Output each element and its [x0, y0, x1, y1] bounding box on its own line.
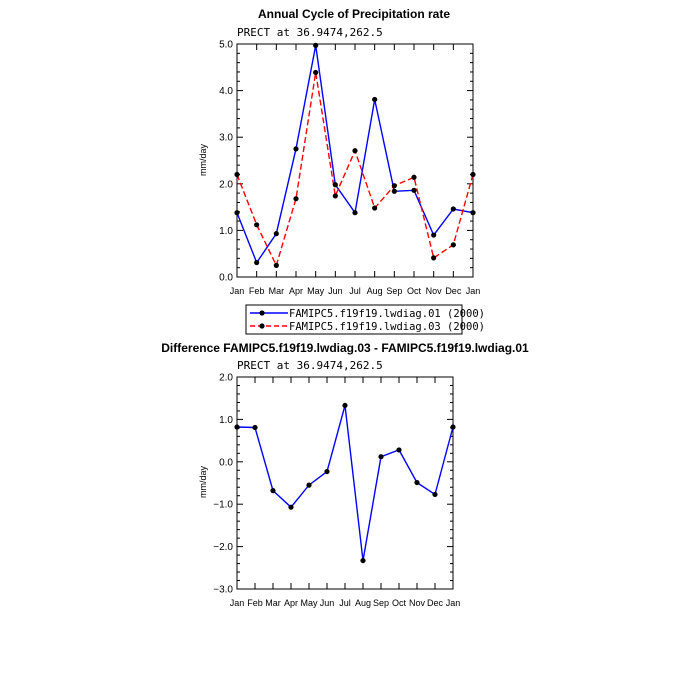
chart2-series-1-point — [360, 557, 366, 564]
x-tick-label: Jul — [339, 598, 351, 608]
x-tick-label: Apr — [284, 598, 298, 608]
legend-box — [245, 304, 463, 335]
legend-label-series-2: FAMIPC5.f19f19.lwdiag.03 (2000) — [289, 321, 485, 333]
chart1-series-1-point — [352, 210, 358, 216]
chart2-series-1-point — [288, 504, 294, 510]
x-tick-label: Jun — [320, 598, 335, 608]
chart1-title: Annual Cycle of Precipitation rate — [258, 7, 450, 21]
x-tick-label: Dec — [445, 286, 462, 296]
chart2-series-1-point — [252, 424, 258, 431]
chart2-series-1-point — [378, 454, 384, 460]
y-tick-label: 3.0 — [219, 133, 233, 144]
chart2-series-1-point — [396, 447, 402, 453]
chart2-title: Difference FAMIPC5.f19f19.lwdiag.03 - FA… — [161, 341, 529, 355]
chart1-series-2-line — [236, 72, 474, 268]
chart1-series-1-line — [236, 45, 474, 265]
chart1-series-2-point — [372, 205, 378, 211]
y-tick-label: −2.0 — [213, 542, 233, 553]
chart1-series-2-point — [352, 148, 358, 154]
legend-marker-series-1 — [259, 310, 265, 316]
chart2-series-1-point — [450, 424, 456, 430]
legend-marker-series-2 — [259, 323, 265, 329]
chart1-series-1-point — [431, 232, 437, 238]
y-tick-label: −1.0 — [213, 500, 233, 511]
chart2-series-1-point — [432, 491, 438, 498]
y-tick-label: 4.0 — [219, 86, 233, 97]
x-tick-label: Oct — [407, 286, 422, 296]
x-tick-label: Mar — [265, 598, 281, 608]
x-tick-label: Sep — [373, 598, 389, 608]
x-tick-label: Oct — [392, 598, 407, 608]
x-tick-label: Feb — [247, 598, 263, 608]
chart1-series-1-point — [313, 42, 319, 48]
chart1-series-1-point — [293, 146, 299, 152]
x-tick-label: Jan — [230, 286, 245, 296]
chart2-series-1-point — [234, 424, 240, 430]
x-tick-label: Aug — [355, 598, 371, 608]
legend-label-series-1: FAMIPC5.f19f19.lwdiag.01 (2000) — [289, 308, 485, 320]
chart1-series-2-point — [313, 69, 319, 76]
chart1-subtitle: PRECT at 36.9474,262.5 — [237, 26, 383, 39]
x-tick-label: Jul — [349, 286, 361, 296]
chart1-legend: FAMIPC5.f19f19.lwdiag.01 (2000) FAMIPC5.… — [245, 304, 485, 335]
chart2-series-1-point — [342, 402, 348, 409]
chart1-series-2-point — [234, 171, 240, 178]
chart1-series-1-point — [391, 188, 397, 194]
x-tick-label: Feb — [249, 286, 265, 296]
y-tick-label: 1.0 — [219, 226, 233, 237]
chart1-y-axis-label: mm/day — [198, 144, 208, 177]
chart1-series-2-point — [293, 196, 299, 202]
x-tick-label: Jun — [328, 286, 343, 296]
chart1-series-1-point — [273, 231, 279, 237]
chart2-series-1-point — [306, 482, 312, 488]
x-tick-label: Dec — [427, 598, 444, 608]
chart1-series-2-point — [391, 183, 397, 189]
chart1-series-1-point — [332, 182, 338, 188]
chart1-series-2-point — [332, 193, 338, 199]
x-tick-label: Apr — [289, 286, 303, 296]
x-tick-label: Nov — [426, 286, 443, 296]
chart2-series-1-point — [270, 488, 276, 494]
x-tick-label: Jan — [466, 286, 481, 296]
chart1-series-1-point — [411, 187, 417, 193]
chart1-series-1-point — [470, 210, 476, 216]
chart1-series-1-point — [234, 210, 240, 216]
y-tick-label: 5.0 — [219, 40, 233, 51]
y-tick-label: −3.0 — [213, 585, 233, 596]
x-tick-label: Sep — [386, 286, 402, 296]
x-tick-label: May — [307, 286, 325, 296]
x-tick-label: May — [300, 598, 318, 608]
chart2-series-1-point — [414, 479, 420, 486]
chart1-frame — [236, 43, 474, 278]
chart2-series-1-point — [324, 468, 330, 475]
chart1-series-2-point — [470, 171, 476, 178]
chart1-series-1-point — [254, 259, 260, 266]
chart1-series-2-point — [273, 262, 279, 268]
chart1-series-2-point — [450, 242, 456, 248]
chart1-series-1-point — [372, 96, 378, 103]
chart2-series-1-line — [236, 405, 454, 561]
chart1-series-2-point — [431, 255, 437, 261]
chart2-y-axis-label: mm/day — [198, 466, 208, 499]
x-tick-label: Jan — [230, 598, 245, 608]
y-tick-label: 2.0 — [219, 179, 233, 190]
x-tick-label: Aug — [367, 286, 383, 296]
y-tick-label: 0.0 — [219, 457, 233, 468]
chart1-plot: 0.0 1.0 2.0 3.0 4.0 5.0 Jan Feb Mar Apr May Jun Jul A… — [219, 40, 480, 297]
chart2-subtitle: PRECT at 36.9474,262.5 — [237, 359, 383, 372]
x-tick-label: Nov — [409, 598, 426, 608]
chart1-series-1-point — [450, 206, 456, 212]
x-tick-label: Jan — [446, 598, 461, 608]
y-tick-label: 1.0 — [219, 415, 233, 426]
y-tick-label: 2.0 — [219, 373, 233, 384]
x-tick-label: Mar — [269, 286, 285, 296]
chart1-series-2-point — [254, 222, 260, 228]
chart1-series-2-point — [411, 174, 417, 180]
y-tick-label: 0.0 — [219, 273, 233, 284]
